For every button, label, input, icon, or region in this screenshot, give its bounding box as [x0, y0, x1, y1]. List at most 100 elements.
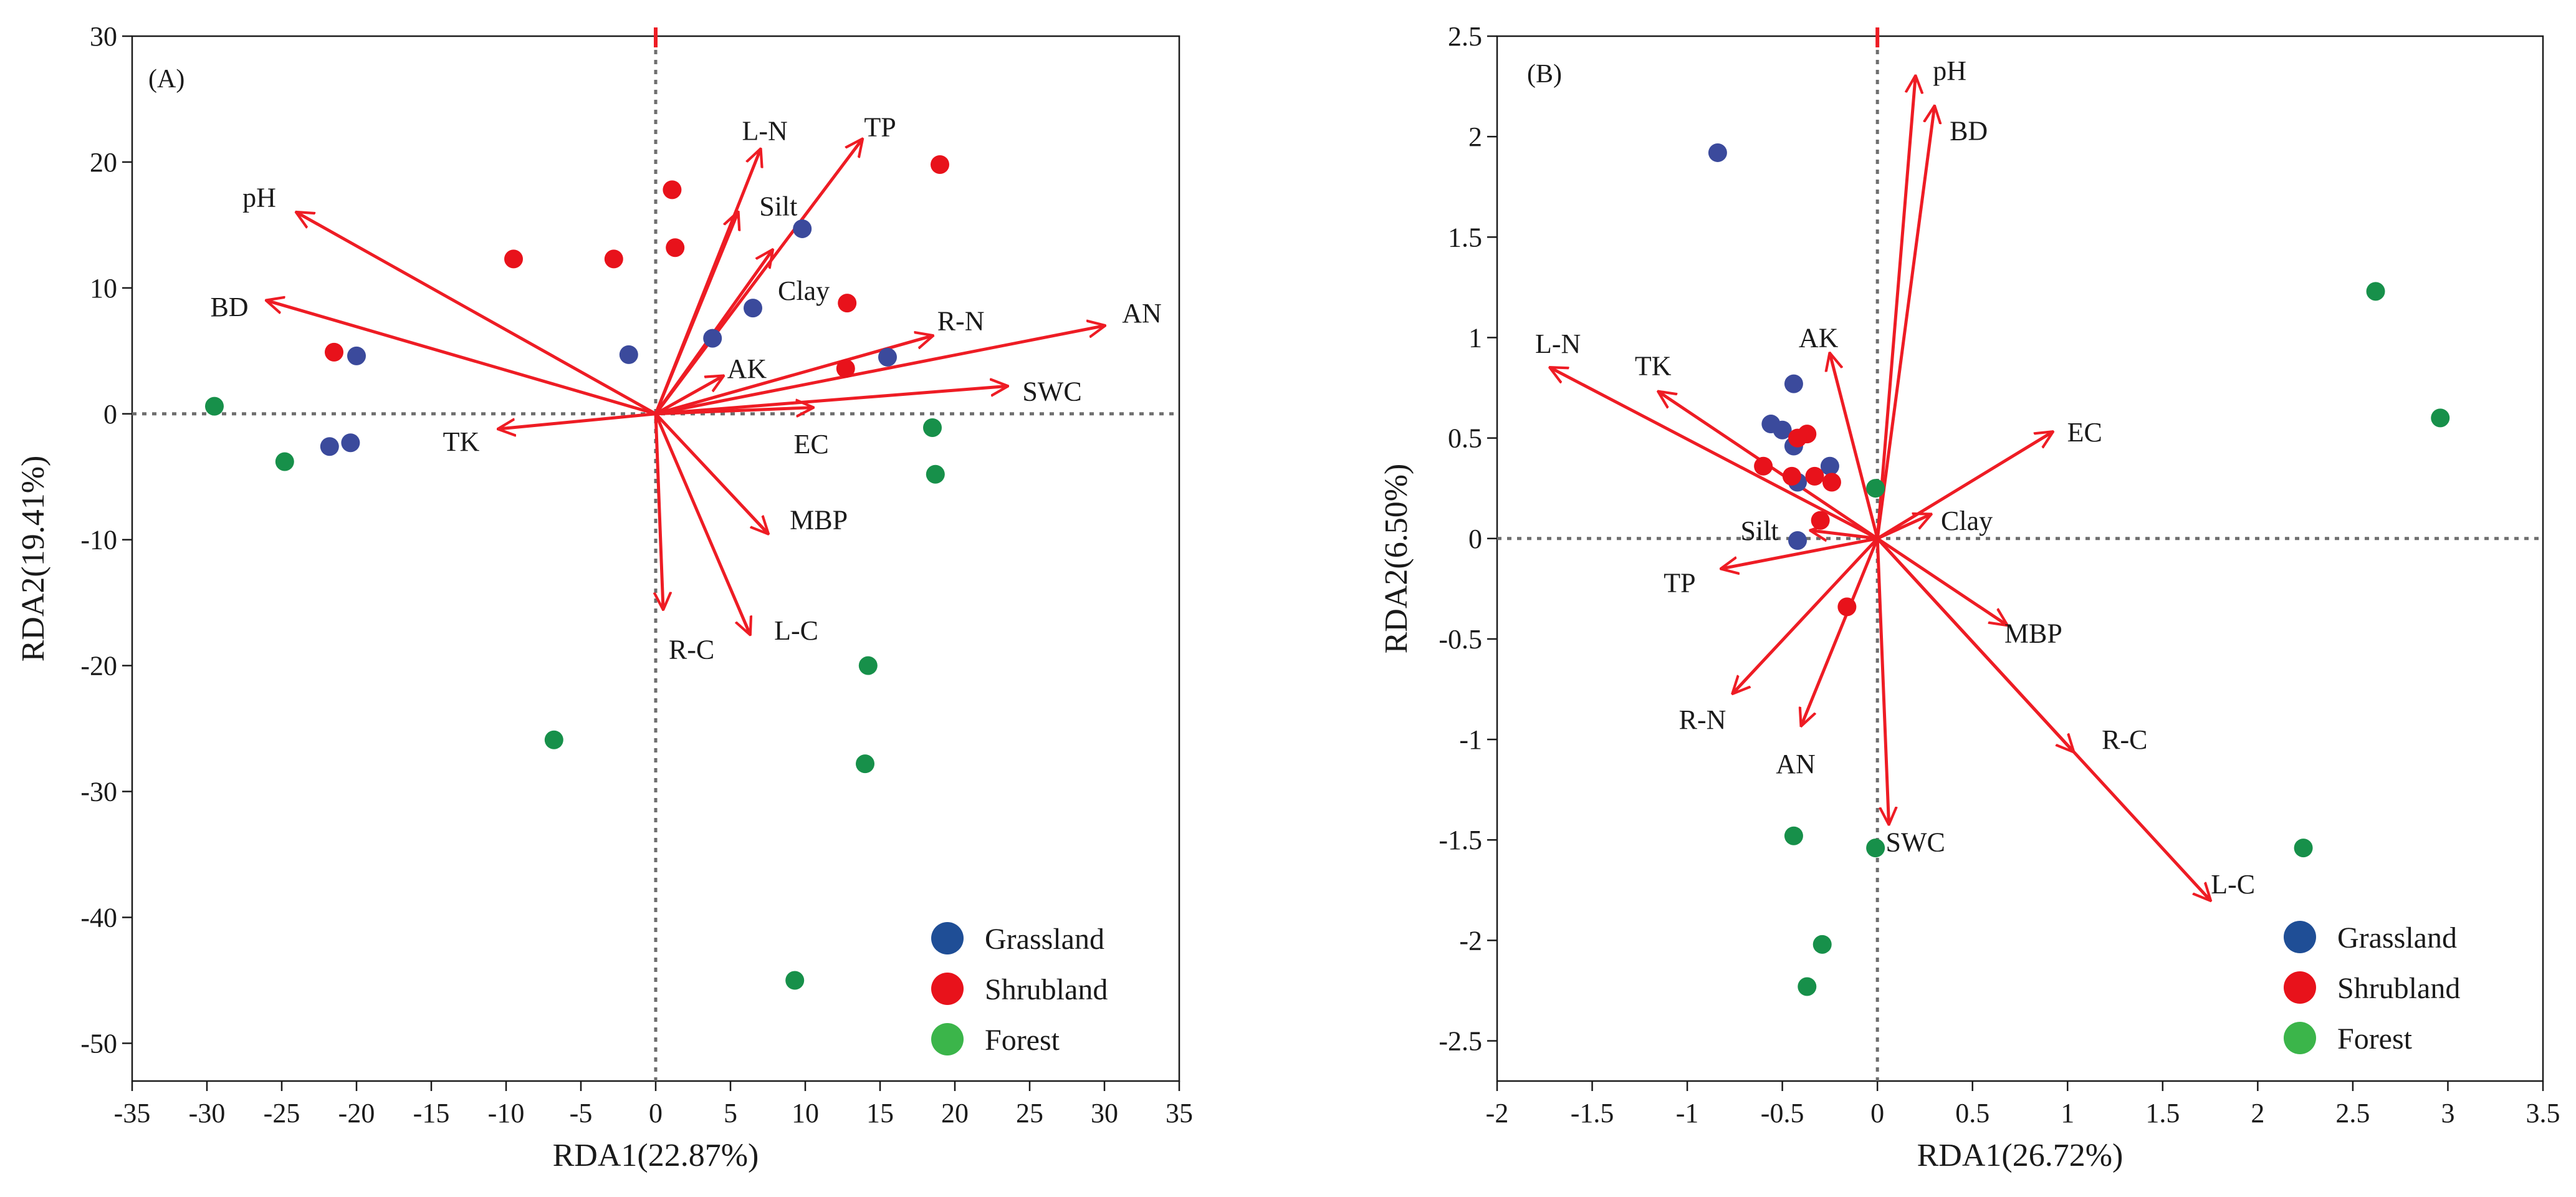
- vector-arrow: [654, 213, 738, 415]
- y-axis-title: RDA2(19.41%): [16, 456, 51, 662]
- vector-label: TK: [1635, 351, 1672, 382]
- sample-point-forest: [2431, 408, 2450, 428]
- x-tick-label: -30: [189, 1098, 226, 1128]
- vector-label: BD: [210, 292, 248, 322]
- x-tick-label: -1: [1676, 1098, 1699, 1128]
- rda-panel-a: -35 -30 -25 -20 -15 -10 -5 0 5 10 15 20 25 30 35-50-40…: [16, 21, 1193, 1173]
- vector-arrow: [1876, 432, 2052, 540]
- vector-arrow: [1875, 107, 1935, 539]
- sample-point-shrubland: [1822, 473, 1841, 492]
- x-tick-label: 0: [649, 1098, 663, 1128]
- legend-label: Shrubland: [2337, 972, 2460, 1005]
- x-tick-label: 0: [1870, 1098, 1884, 1128]
- sample-point-shrubland: [325, 342, 343, 362]
- vector-label: MBP: [790, 504, 848, 535]
- sample-point-grassland: [347, 346, 366, 365]
- sample-point-shrubland: [666, 238, 685, 257]
- sample-point-forest: [785, 971, 805, 990]
- y-tick-label: -20: [80, 651, 117, 681]
- sample-point-shrubland: [663, 180, 682, 200]
- vector-label: EC: [2067, 417, 2102, 448]
- vector-label: TK: [443, 426, 480, 457]
- vector-arrow: [1733, 537, 1879, 693]
- sample-point-shrubland: [1837, 597, 1857, 617]
- legend-label: Grassland: [985, 923, 1104, 956]
- sample-point-forest: [923, 418, 942, 437]
- vector-arrow: [297, 213, 657, 415]
- legend-label: Shrubland: [985, 973, 1108, 1006]
- sample-point-grassland: [703, 329, 722, 348]
- legend-marker-forest: [931, 1023, 964, 1055]
- x-tick-label: -20: [338, 1098, 375, 1128]
- vector-label: AK: [1799, 322, 1839, 353]
- sample-point-forest: [275, 452, 294, 471]
- sample-point-grassland: [793, 219, 812, 238]
- x-tick-label: 2.5: [2335, 1098, 2370, 1128]
- y-tick-label: 1.5: [1448, 222, 1482, 252]
- y-tick-label: -1.5: [1439, 825, 1482, 855]
- vector-arrow: [499, 412, 656, 429]
- legend-label: Forest: [2337, 1022, 2413, 1055]
- plot-frame: [1496, 35, 2544, 1082]
- sample-point-shrubland: [1811, 511, 1830, 530]
- x-tick-label: 35: [1166, 1098, 1193, 1128]
- x-tick-label: 30: [1091, 1098, 1118, 1128]
- sample-point-forest: [858, 656, 878, 675]
- vector-label: R-N: [937, 305, 985, 336]
- legend-marker-grassland: [2284, 921, 2316, 953]
- sample-point-shrubland: [836, 359, 855, 378]
- vector-arrow: [1876, 537, 2210, 900]
- sample-point-grassland: [744, 299, 762, 318]
- x-tick-label: 3: [2441, 1098, 2454, 1128]
- vector-label: pH: [242, 182, 276, 213]
- vector-label: AN: [1122, 298, 1162, 329]
- vector-arrow: [1550, 368, 1879, 540]
- sample-point-grassland: [1784, 374, 1803, 393]
- x-tick-label: 25: [1016, 1098, 1043, 1128]
- x-axis-title: RDA1(26.72%): [1917, 1138, 2124, 1173]
- vector-label: L-N: [1535, 329, 1581, 359]
- y-axis-title: RDA2(6.50%): [1379, 464, 1414, 654]
- y-tick-label: -1: [1459, 724, 1482, 755]
- vector-arrow: [1876, 537, 2006, 625]
- sample-point-grassland: [1708, 143, 1727, 162]
- vector-label: L-N: [742, 115, 788, 146]
- vector-label: TP: [1664, 568, 1695, 598]
- vector-label: MBP: [2004, 618, 2062, 648]
- x-tick-label: -10: [488, 1098, 525, 1128]
- y-tick-label: 10: [90, 273, 117, 304]
- sample-point-forest: [2366, 282, 2385, 301]
- x-tick-label: 3.5: [2526, 1098, 2560, 1128]
- y-tick-label: 0: [1468, 524, 1482, 554]
- vector-label: SWC: [1022, 376, 1081, 406]
- vector-arrow: [267, 300, 656, 416]
- legend-label: Forest: [985, 1024, 1060, 1057]
- vector-label: EC: [793, 429, 828, 459]
- sample-point-grassland: [320, 437, 339, 456]
- y-tick-label: 1: [1468, 322, 1482, 353]
- x-tick-label: 20: [941, 1098, 969, 1128]
- sample-point-forest: [1798, 977, 1817, 996]
- vector-label: Silt: [1740, 516, 1778, 546]
- sample-point-shrubland: [504, 249, 523, 269]
- sample-point-grassland: [619, 345, 638, 364]
- x-tick-label: 1.5: [2145, 1098, 2180, 1128]
- legend-marker-shrubland: [931, 973, 964, 1005]
- vector-label: L-C: [2211, 869, 2255, 900]
- y-tick-label: -10: [80, 525, 117, 555]
- x-tick-label: 1: [2061, 1098, 2074, 1128]
- sample-point-shrubland: [931, 155, 949, 174]
- vector-label: SWC: [1886, 827, 1945, 857]
- y-tick-label: -50: [80, 1028, 117, 1059]
- vector-label: R-C: [669, 634, 714, 665]
- y-tick-label: 20: [90, 147, 117, 178]
- y-tick-label: -40: [80, 902, 117, 933]
- x-tick-label: -15: [413, 1098, 450, 1128]
- sample-point-forest: [1866, 479, 1885, 498]
- x-tick-label: -25: [264, 1098, 300, 1128]
- y-tick-label: -30: [80, 777, 117, 807]
- x-tick-label: 10: [792, 1098, 819, 1128]
- vector-label: pH: [1933, 55, 1966, 86]
- vector-label: R-C: [2102, 724, 2147, 755]
